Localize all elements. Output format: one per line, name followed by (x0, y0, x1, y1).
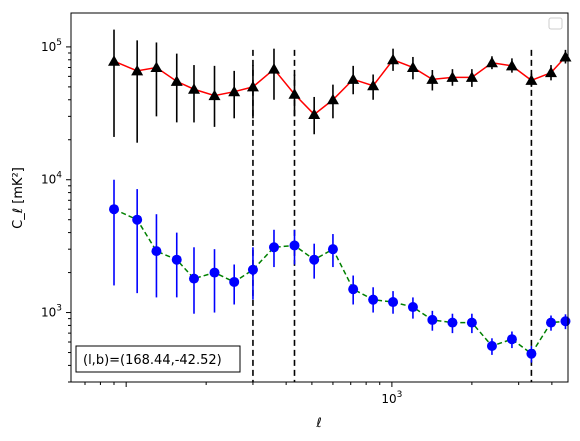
series-0-point-8 (267, 63, 280, 74)
series-1-point-14 (388, 297, 399, 308)
y-tick-label-1: 104 (41, 171, 62, 187)
series-1-point-16 (427, 314, 438, 325)
series-0-point-22 (545, 66, 558, 78)
series-0-point-10 (308, 108, 321, 119)
plot-frame (70, 12, 569, 383)
series-1-point-5 (209, 267, 220, 278)
series-1-point-22 (546, 317, 557, 328)
series-1-point-1 (132, 214, 143, 225)
series-1-point-10 (309, 254, 320, 265)
series-0-point-9 (288, 88, 301, 99)
series-0-point-1 (131, 64, 144, 76)
series-0-point-3 (170, 75, 183, 86)
series-0 (108, 29, 572, 143)
series-0-point-15 (406, 61, 419, 72)
legend-box (548, 17, 563, 30)
series-1-point-0 (109, 204, 120, 215)
x-tick-label-0: 103 (381, 390, 402, 406)
series-1-point-17 (447, 317, 458, 328)
series-0-point-14 (387, 53, 400, 65)
series-1-point-4 (188, 273, 199, 284)
series-1-point-21 (526, 348, 537, 359)
series-0-point-17 (446, 71, 459, 82)
y-axis-label: C_ℓ [mK²] (11, 167, 26, 229)
annotation-text: (l,b)=(168.44,-42.52) (83, 353, 222, 368)
series-1-point-6 (229, 276, 240, 287)
series-0-point-16 (426, 73, 439, 84)
x-axis-label: ℓ (315, 416, 321, 431)
series-0-point-19 (485, 56, 498, 68)
series-1 (109, 179, 571, 363)
series-1-point-23 (560, 316, 571, 327)
axes: 103 104 105 103 (41, 38, 553, 406)
series-1-point-7 (247, 264, 258, 275)
series-1-point-9 (289, 240, 300, 251)
series-0-point-13 (367, 79, 380, 91)
y-tick-label-0: 103 (41, 304, 62, 320)
series-1-point-13 (368, 294, 379, 305)
series-0-point-21 (525, 74, 538, 85)
series-0-point-0 (108, 55, 121, 66)
series-0-point-18 (465, 71, 478, 82)
y-tick-label-2: 105 (41, 38, 62, 54)
series-0-point-6 (228, 85, 241, 97)
series-1-point-15 (407, 302, 418, 313)
series-1-point-19 (486, 340, 497, 351)
series-1-point-8 (268, 242, 279, 253)
series-1-point-2 (151, 246, 162, 257)
series-0-point-11 (326, 93, 339, 105)
series-1-point-11 (327, 244, 338, 255)
annotation-box (75, 345, 241, 373)
series-0-point-20 (505, 59, 518, 71)
series-1-point-3 (171, 254, 182, 265)
series-1-point-12 (348, 284, 359, 295)
series-1-point-18 (466, 317, 477, 328)
series-0-point-4 (187, 83, 200, 94)
plot-area (108, 29, 572, 382)
series-0-point-12 (347, 73, 360, 84)
series-0-point-2 (150, 61, 163, 72)
series-0-point-5 (208, 89, 221, 101)
series-0-point-7 (246, 80, 259, 92)
series-1-point-20 (506, 334, 517, 345)
coordinate-annotation: (l,b)=(168.44,-42.52) (75, 345, 241, 373)
